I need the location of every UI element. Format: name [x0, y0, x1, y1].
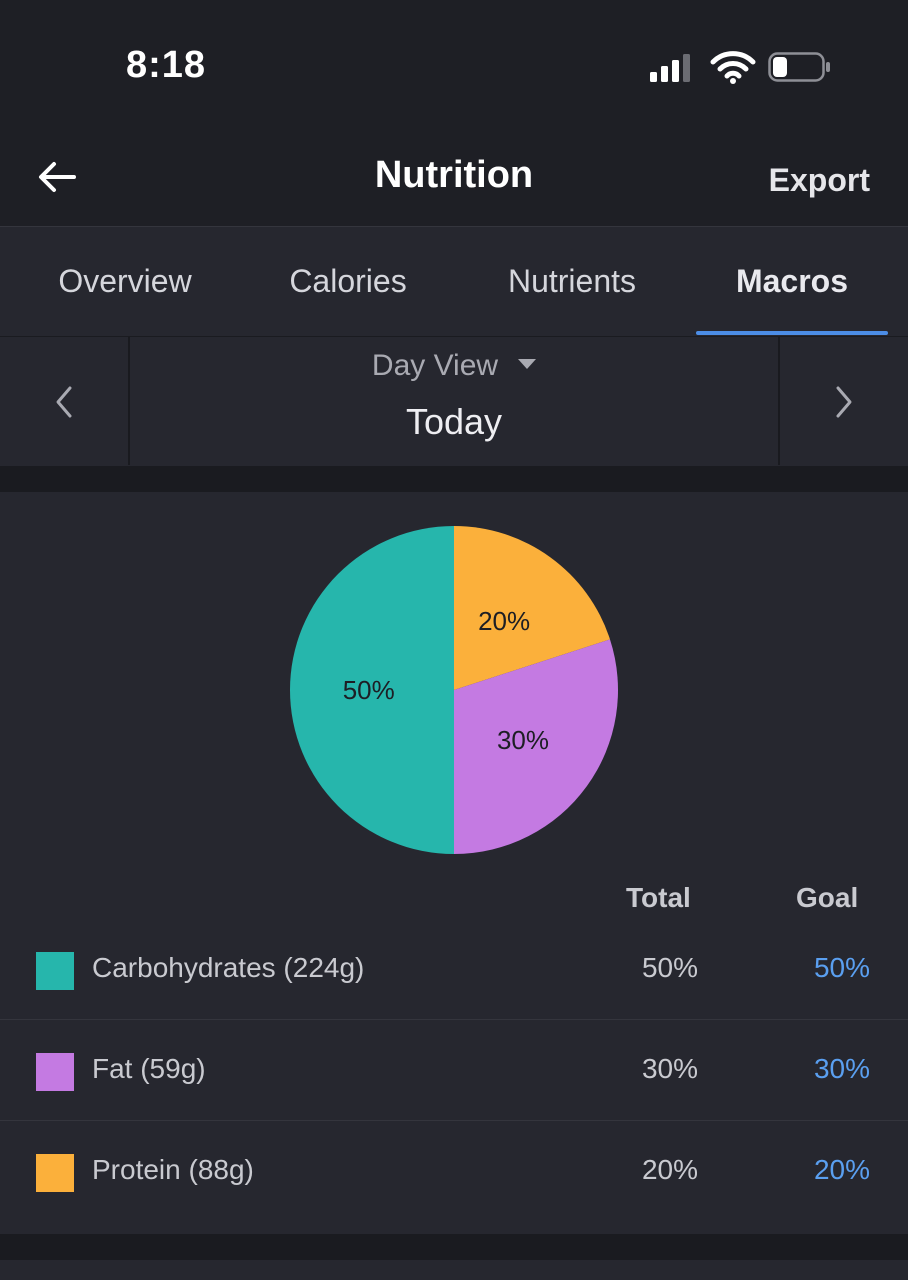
chevron-left-icon [56, 386, 72, 418]
current-day-label: Today [405, 401, 503, 442]
battery-icon [768, 52, 830, 82]
page-title: Nutrition [374, 154, 534, 196]
macro-row-fat[interactable]: Fat (59g) 30% 30% [0, 1021, 908, 1121]
day-navigator: Day View Today [0, 336, 908, 466]
protein-color-swatch [36, 1154, 74, 1192]
pie-slice-fat [454, 639, 618, 854]
active-tab-indicator [696, 331, 888, 335]
macro-goal: 30% [813, 1053, 870, 1084]
macros-pie-chart: 20% 30% 50% [290, 526, 618, 854]
macro-total: 50% [641, 952, 698, 983]
nav-header: Nutrition Export [0, 130, 908, 226]
next-day-button[interactable] [778, 337, 908, 465]
macros-chart-area: 20% 30% 50% [0, 492, 908, 882]
status-time: 8:18 [126, 44, 207, 86]
export-button[interactable]: Export [768, 162, 870, 198]
macro-row-carbohydrates[interactable]: Carbohydrates (224g) 50% 50% [0, 920, 908, 1020]
macro-goal: 20% [813, 1154, 870, 1185]
section-divider [0, 1234, 908, 1260]
goal-column-header: Goal [796, 882, 859, 913]
pie-label-protein: 20% [478, 606, 530, 636]
wifi-icon [710, 51, 756, 84]
macro-row-protein[interactable]: Protein (88g) 20% 20% [0, 1122, 908, 1222]
total-column-header: Total [626, 882, 691, 913]
tab-nutrients[interactable]: Nutrients [507, 262, 637, 299]
macro-label: Protein (88g) [92, 1154, 254, 1185]
tab-bar: Overview Calories Nutrients Macros [0, 226, 908, 336]
back-arrow-icon[interactable] [34, 154, 80, 200]
fat-color-swatch [36, 1053, 74, 1091]
view-selector-label: Day View [371, 349, 499, 382]
pie-label-fat: 30% [497, 725, 549, 755]
cellular-signal-icon [650, 54, 690, 82]
tab-calories[interactable]: Calories [289, 262, 407, 299]
carbohydrates-color-swatch [36, 952, 74, 990]
macro-total: 20% [641, 1154, 698, 1185]
previous-day-button[interactable] [0, 337, 130, 465]
macro-label: Carbohydrates (224g) [92, 952, 365, 983]
tab-macros[interactable]: Macros [735, 262, 849, 299]
pie-slice-carbohydrates [290, 526, 454, 854]
macro-total: 30% [641, 1053, 698, 1084]
macro-label: Fat (59g) [92, 1053, 206, 1084]
macro-goal: 50% [813, 952, 870, 983]
view-selector-dropdown[interactable]: Day View [130, 349, 778, 383]
tab-overview[interactable]: Overview [58, 262, 192, 299]
section-divider [0, 466, 908, 492]
pie-label-carbohydrates: 50% [343, 675, 395, 705]
pie-slice-protein [454, 526, 610, 690]
footer-strip [0, 1260, 908, 1280]
status-bar: 8:18 [0, 0, 908, 130]
chevron-right-icon [836, 386, 852, 418]
caret-down-icon [518, 359, 537, 370]
